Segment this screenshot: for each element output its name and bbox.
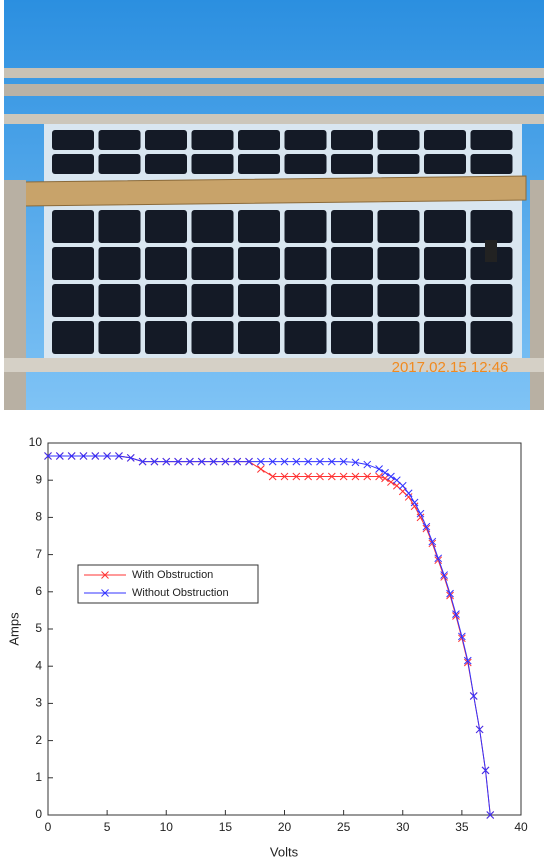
solar-cell	[378, 247, 420, 280]
solar-cell	[99, 210, 141, 243]
solar-cell	[285, 321, 327, 354]
solar-cell	[378, 130, 420, 150]
solar-cell	[471, 130, 513, 150]
solar-cell	[145, 284, 187, 317]
solar-cell	[378, 154, 420, 174]
solar-cell	[378, 210, 420, 243]
figure: 2017.02.15 12:46 Volts Amps 051015202530…	[0, 0, 544, 865]
solar-cell	[192, 154, 234, 174]
solar-cell	[99, 154, 141, 174]
solar-cell	[471, 321, 513, 354]
legend-label: Without Obstruction	[132, 587, 229, 599]
solar-cell	[331, 154, 373, 174]
x-tick-label: 20	[278, 820, 292, 834]
solar-cell	[331, 130, 373, 150]
y-tick-label: 2	[35, 733, 42, 747]
solar-cell	[99, 247, 141, 280]
plot-area	[48, 443, 521, 815]
solar-cell	[378, 284, 420, 317]
legend-label: With Obstruction	[132, 569, 213, 581]
junction-box	[485, 240, 497, 262]
y-tick-label: 4	[35, 658, 42, 672]
solar-cell	[99, 130, 141, 150]
solar-cell	[99, 284, 141, 317]
solar-cell	[192, 130, 234, 150]
solar-cell	[192, 247, 234, 280]
x-tick-label: 35	[455, 820, 469, 834]
solar-cell	[331, 247, 373, 280]
solar-cell	[471, 284, 513, 317]
solar-cell	[331, 284, 373, 317]
y-tick-label: 10	[29, 435, 43, 449]
solar-cell	[52, 154, 94, 174]
x-tick-label: 15	[219, 820, 233, 834]
solar-cell	[285, 130, 327, 150]
y-axis-title: Amps	[6, 612, 21, 646]
solar-cell	[285, 154, 327, 174]
solar-cell	[378, 321, 420, 354]
solar-cell	[238, 154, 280, 174]
solar-cell	[424, 247, 466, 280]
solar-cell	[285, 210, 327, 243]
solar-cell	[145, 154, 187, 174]
solar-cell	[238, 247, 280, 280]
solar-cell	[424, 154, 466, 174]
solar-cell	[52, 284, 94, 317]
solar-cell	[52, 247, 94, 280]
y-tick-label: 1	[35, 770, 42, 784]
photo: 2017.02.15 12:46	[4, 0, 544, 410]
y-tick-label: 0	[35, 807, 42, 821]
rail	[4, 84, 544, 96]
post	[4, 180, 26, 410]
solar-cell	[192, 284, 234, 317]
solar-cell	[145, 130, 187, 150]
y-tick-label: 8	[35, 510, 42, 524]
solar-cell	[238, 321, 280, 354]
solar-cell	[238, 130, 280, 150]
x-tick-label: 10	[160, 820, 174, 834]
solar-cell	[424, 210, 466, 243]
solar-cell	[238, 210, 280, 243]
x-axis-title: Volts	[270, 844, 299, 859]
y-tick-label: 3	[35, 696, 42, 710]
post	[530, 180, 544, 410]
solar-cell	[424, 130, 466, 150]
solar-cell	[285, 284, 327, 317]
solar-cell	[145, 247, 187, 280]
solar-cell	[238, 284, 280, 317]
solar-cell	[52, 130, 94, 150]
solar-cell	[471, 210, 513, 243]
y-tick-label: 5	[35, 621, 42, 635]
solar-cell	[285, 247, 327, 280]
solar-cell	[99, 321, 141, 354]
x-tick-label: 5	[104, 820, 111, 834]
solar-cell	[192, 210, 234, 243]
solar-cell	[424, 284, 466, 317]
solar-cell	[145, 321, 187, 354]
solar-cell	[331, 321, 373, 354]
solar-cell	[471, 154, 513, 174]
solar-cell	[52, 210, 94, 243]
x-tick-label: 30	[396, 820, 410, 834]
timestamp: 2017.02.15 12:46	[392, 359, 509, 376]
solar-cell	[192, 321, 234, 354]
y-tick-label: 9	[35, 472, 42, 486]
solar-cell	[145, 210, 187, 243]
solar-cell	[331, 210, 373, 243]
y-tick-label: 7	[35, 547, 42, 561]
x-tick-label: 0	[45, 820, 52, 834]
page: 2017.02.15 12:46 Volts Amps 051015202530…	[0, 0, 544, 865]
y-tick-label: 6	[35, 584, 42, 598]
x-tick-label: 25	[337, 820, 351, 834]
solar-cell	[52, 321, 94, 354]
x-tick-label: 40	[514, 820, 528, 834]
rail	[4, 114, 544, 124]
solar-cell	[424, 321, 466, 354]
rail	[4, 68, 544, 78]
